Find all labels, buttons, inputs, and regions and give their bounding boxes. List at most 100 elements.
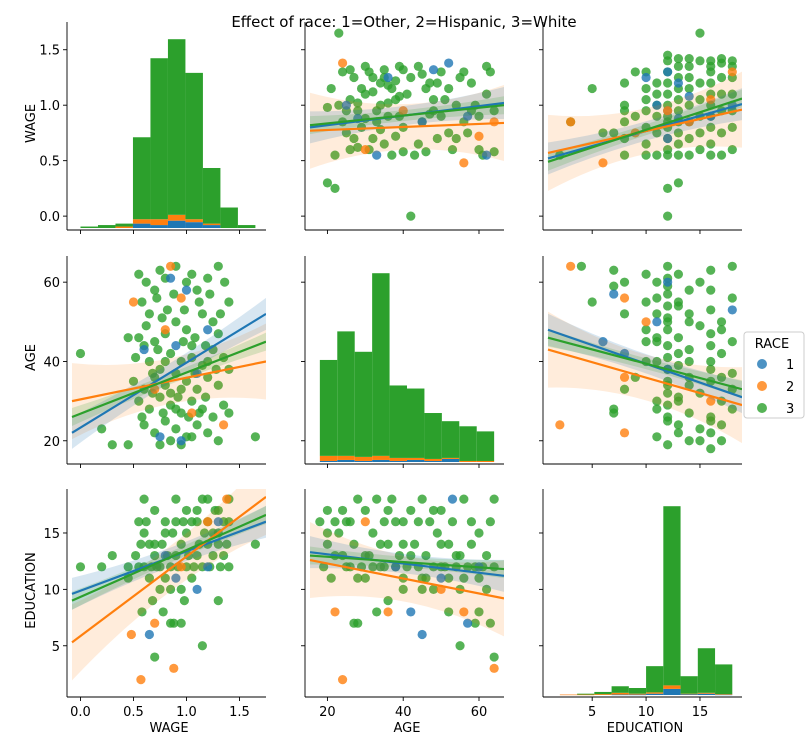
scatter-point-race-1 [213,517,223,527]
scatter-point-race-3 [199,528,210,538]
scatter-point-race-3 [474,111,484,121]
scatter-point-race-3 [444,607,454,617]
scatter-point-race-3 [330,517,340,527]
scatter-point-race-3 [181,277,192,287]
scatter-point-race-3 [322,539,333,549]
scatter-point-race-3 [213,596,223,606]
scatter-point-race-3 [695,277,705,287]
scatter-point-race-2 [330,607,340,617]
scatter-point-race-3 [179,596,189,606]
scatter-point-race-3 [160,528,170,538]
scatter-point-race-3 [673,348,684,359]
scatter-point-race-2 [555,420,565,430]
scatter-point-race-3 [160,573,170,583]
y-tick-label: 10 [43,583,60,598]
scatter-point-race-3 [131,352,141,363]
regression-line-race-2 [71,496,266,644]
scatter-point-race-3 [609,265,619,275]
scatter-point-race-3 [192,420,202,430]
panel-plot-area [559,506,733,696]
scatter-point-race-3 [160,356,170,367]
scatter-point-race-3 [716,325,727,335]
scatter-point-race-3 [176,618,186,628]
scatter-point-race-3 [158,408,168,418]
scatter-point-race-3 [337,505,348,516]
scatter-point-race-3 [144,356,154,367]
scatter-point-race-3 [192,550,202,561]
scatter-point-race-3 [379,139,389,149]
scatter-point-race-3 [137,297,147,307]
scatter-point-race-3 [663,261,673,271]
hist-bar-race-3 [628,688,647,694]
hist-bar-race-2 [407,457,425,460]
hist-bar-race-2 [150,219,168,226]
scatter-point-race-3 [436,505,446,516]
hist-bar-race-3 [150,58,168,220]
scatter-point-race-3 [353,98,363,108]
scatter-point-race-1 [165,273,176,283]
scatter-point-race-1 [684,91,694,101]
scatter-point-race-3 [474,528,484,538]
scatter-point-race-3 [391,517,401,527]
scatter-point-race-1 [641,72,651,83]
scatter-point-race-3 [334,528,344,538]
scatter-point-race-3 [334,100,344,110]
scatter-point-race-3 [155,392,165,402]
hist-bar-race-1 [132,223,151,228]
scatter-point-race-3 [155,440,165,450]
scatter-point-race-3 [134,396,144,406]
scatter-point-race-2 [337,58,348,68]
scatter-point-race-3 [250,539,260,549]
scatter-point-race-3 [432,133,442,144]
scatter-point-race-3 [97,562,107,572]
hist-bar-race-1 [150,225,168,228]
scatter-point-race-3 [150,505,160,516]
scatter-point-race-3 [652,356,662,367]
hist-bar-race-2 [372,455,390,460]
scatter-point-race-3 [349,539,359,549]
scatter-point-race-3 [619,384,630,394]
scatter-point-race-3 [663,89,673,99]
scatter-point-race-3 [466,78,477,88]
y-axis-label: AGE [24,344,39,371]
scatter-point-race-3 [224,297,234,307]
legend-label-3: 3 [786,402,794,417]
scatter-point-race-3 [652,404,662,414]
scatter-point-race-1 [447,494,458,504]
scatter-point-race-1 [176,436,186,446]
scatter-point-race-3 [337,67,348,77]
scatter-point-race-3 [353,142,363,152]
scatter-point-race-3 [630,111,640,121]
hist-bar-race-3 [476,431,495,461]
scatter-point-race-3 [176,539,186,549]
regression-line-race-2 [309,121,504,132]
scatter-point-race-3 [684,133,694,144]
scatter-point-race-3 [706,150,716,160]
scatter-point-race-3 [663,289,673,299]
hist-bar-race-1 [407,459,425,462]
scatter-point-race-3 [200,392,211,402]
y-axis-label: WAGE [24,104,39,143]
scatter-point-race-3 [673,428,684,438]
hist-bar-race-1 [337,459,355,462]
scatter-point-race-3 [150,652,160,662]
hist-bar-race-2 [594,694,612,695]
scatter-point-race-3 [353,106,363,116]
scatter-point-race-3 [75,562,86,572]
scatter-point-race-3 [372,494,382,504]
panel-plot-area [71,489,266,685]
scatter-point-race-3 [727,404,737,414]
regression-line-race-3 [547,336,742,391]
regression-line-race-2 [71,360,266,403]
scatter-point-race-3 [673,150,684,160]
scatter-point-race-1 [372,150,382,160]
scatter-point-race-3 [673,128,684,138]
scatter-point-race-3 [609,404,619,414]
hist-bar-race-3 [237,225,256,228]
hist-bar-race-3 [337,331,355,456]
scatter-point-race-3 [425,78,435,88]
scatter-point-race-3 [641,297,651,307]
scatter-point-race-3 [474,607,484,617]
scatter-point-race-3 [695,95,705,105]
hist-bar-race-2 [354,456,373,461]
